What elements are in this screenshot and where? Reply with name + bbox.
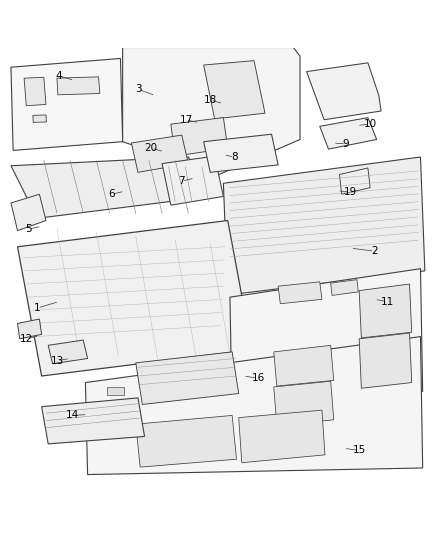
- Polygon shape: [274, 345, 334, 386]
- Text: 16: 16: [252, 373, 265, 383]
- Polygon shape: [48, 340, 88, 364]
- Polygon shape: [118, 422, 135, 430]
- Polygon shape: [85, 336, 423, 474]
- Polygon shape: [57, 77, 100, 95]
- Text: 9: 9: [343, 139, 350, 149]
- Text: 5: 5: [25, 224, 32, 235]
- Polygon shape: [11, 59, 123, 150]
- Text: 4: 4: [56, 71, 63, 81]
- Polygon shape: [24, 77, 46, 106]
- Polygon shape: [359, 284, 412, 338]
- Polygon shape: [339, 168, 370, 194]
- Polygon shape: [204, 134, 278, 172]
- Polygon shape: [204, 61, 265, 119]
- Polygon shape: [274, 381, 334, 425]
- Polygon shape: [18, 319, 42, 339]
- Text: 7: 7: [178, 176, 185, 186]
- Polygon shape: [162, 156, 223, 205]
- Polygon shape: [123, 47, 300, 174]
- Text: 18: 18: [204, 95, 217, 105]
- Text: 20: 20: [145, 143, 158, 154]
- Text: 15: 15: [353, 446, 366, 456]
- Polygon shape: [278, 282, 322, 304]
- Text: 14: 14: [66, 410, 79, 421]
- Polygon shape: [18, 221, 252, 376]
- Polygon shape: [331, 280, 358, 295]
- Polygon shape: [107, 387, 124, 395]
- Polygon shape: [114, 402, 131, 410]
- Text: 11: 11: [381, 296, 394, 306]
- Polygon shape: [307, 63, 381, 120]
- Polygon shape: [359, 333, 412, 388]
- Text: 8: 8: [231, 152, 238, 162]
- Polygon shape: [136, 415, 237, 467]
- Polygon shape: [11, 194, 46, 231]
- Polygon shape: [33, 115, 46, 123]
- Text: 13: 13: [50, 356, 64, 366]
- Polygon shape: [239, 410, 325, 463]
- Polygon shape: [230, 269, 423, 415]
- Polygon shape: [320, 118, 377, 149]
- Polygon shape: [223, 157, 425, 295]
- Text: 1: 1: [34, 303, 41, 313]
- Polygon shape: [42, 398, 145, 444]
- Polygon shape: [171, 118, 228, 156]
- Text: 10: 10: [364, 119, 377, 129]
- Polygon shape: [11, 157, 210, 219]
- Text: 12: 12: [20, 334, 33, 344]
- Text: 19: 19: [344, 187, 357, 197]
- Polygon shape: [131, 135, 188, 172]
- Text: 2: 2: [371, 246, 378, 256]
- Text: 6: 6: [108, 189, 115, 199]
- Text: 3: 3: [134, 84, 141, 94]
- Polygon shape: [136, 352, 239, 405]
- Text: 17: 17: [180, 115, 193, 125]
